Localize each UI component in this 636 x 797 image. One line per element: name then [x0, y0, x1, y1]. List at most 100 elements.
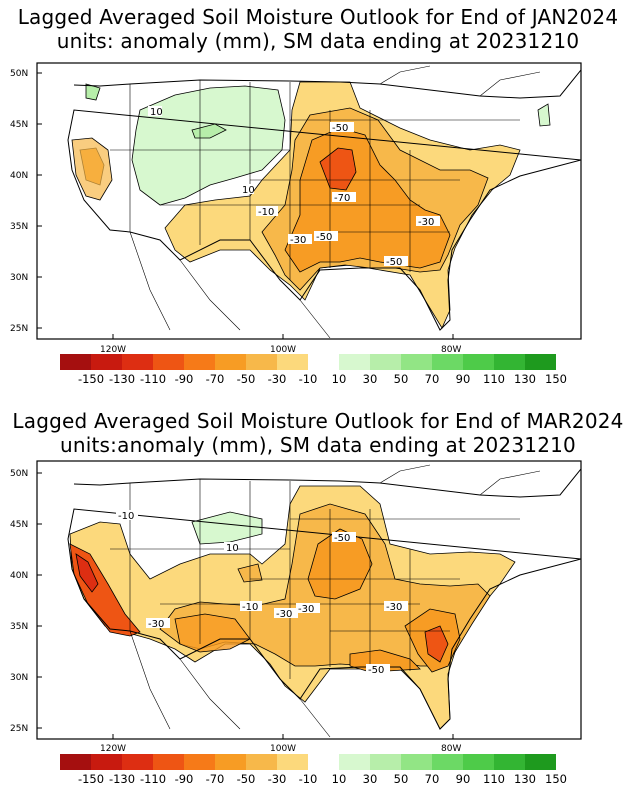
- colorbar-label: 50: [394, 372, 409, 386]
- dry-anomaly-50: [307, 528, 373, 600]
- colorbar-label: 70: [425, 372, 440, 386]
- lat-label: 30N: [10, 673, 28, 683]
- contour-label: -70: [334, 193, 350, 204]
- colorbar-swatch: [277, 354, 308, 370]
- map-title-line1: Lagged Averaged Soil Moisture Outlook fo…: [17, 5, 619, 29]
- lat-label: 25N: [10, 324, 28, 334]
- latitude-labels: 50N 45N 40N 35N 30N 25N: [10, 469, 28, 734]
- colorbar-swatch: [153, 354, 184, 370]
- state-boundaries: [110, 479, 520, 679]
- lat-label: 50N: [10, 69, 28, 79]
- lat-label: 50N: [10, 469, 28, 479]
- colorbar-swatch: [91, 754, 122, 770]
- map-title-line2: units: anomaly (mm), SM data ending at 2…: [56, 29, 580, 53]
- colorbar-swatch: [494, 354, 525, 370]
- lat-label: 45N: [10, 120, 28, 130]
- outlook-panel-mar: Lagged Averaged Soil Moisture Outlook fo…: [0, 404, 636, 797]
- colorbar-swatch: [370, 354, 401, 370]
- map-title-line2: units:anomaly (mm), SM data ending at 20…: [60, 433, 576, 457]
- lon-label: 100W: [270, 744, 296, 754]
- colorbar-label: -130: [109, 772, 135, 786]
- contour-label: -50: [368, 665, 384, 676]
- contour-label: 10: [242, 185, 255, 196]
- contour-label: 10: [226, 543, 239, 554]
- colorbar-swatch: [246, 754, 277, 770]
- lat-label: 40N: [10, 171, 28, 181]
- outlook-panel-jan: Lagged Averaged Soil Moisture Outlook fo…: [10, 5, 619, 386]
- colorbar-label: -110: [140, 772, 166, 786]
- soil-moisture-map-jan: 50N 45N 40N 35N 30N 25N 10 -50 10 -10 -7…: [10, 62, 582, 355]
- contour-label: 10: [150, 107, 163, 118]
- contour-label: -30: [418, 217, 434, 228]
- lat-label: 35N: [10, 622, 28, 632]
- colorbar-label: 130: [514, 372, 536, 386]
- colorbar-label: -130: [109, 372, 135, 386]
- colorbar-label: 30: [363, 372, 378, 386]
- contour-label: -50: [316, 232, 332, 243]
- colorbar-label: -10: [299, 772, 318, 786]
- colorbar-swatch: [432, 354, 463, 370]
- colorbar-label: -150: [78, 772, 104, 786]
- colorbar-label: -50: [237, 772, 256, 786]
- contour-labels: -10 10 -50 -10 -30 -30 -30 -30 -50: [116, 510, 408, 676]
- lat-label: 30N: [10, 273, 28, 283]
- colorbar-label: 30: [363, 772, 378, 786]
- longitude-labels: 120W 100W 80W: [100, 345, 461, 355]
- colorbar-swatch: [525, 754, 556, 770]
- contour-label: -50: [334, 533, 350, 544]
- contour-label: -50: [386, 257, 402, 268]
- colorbar-swatch: [215, 354, 246, 370]
- colorbar-swatch: [184, 354, 215, 370]
- contour-label: -50: [332, 123, 348, 134]
- lon-label: 120W: [100, 345, 126, 355]
- colorbar-swatch: [153, 754, 184, 770]
- contour-label: -10: [258, 207, 274, 218]
- lat-label: 45N: [10, 520, 28, 530]
- lon-label: 100W: [270, 345, 296, 355]
- colorbar-swatch: [401, 754, 432, 770]
- colorbar-label: 50: [394, 772, 409, 786]
- map-frame: [36, 62, 582, 340]
- colorbar-swatch: [184, 754, 215, 770]
- colorbar-label: -30: [268, 772, 287, 786]
- lon-label: 120W: [100, 744, 126, 754]
- colorbar-swatch: [60, 754, 91, 770]
- colorbar-label: -90: [175, 772, 194, 786]
- longitude-labels: 120W 100W 80W: [100, 744, 461, 754]
- colorbar-label: 150: [545, 372, 567, 386]
- colorbar-label: 90: [456, 372, 471, 386]
- contour-label: -30: [386, 602, 402, 613]
- colorbar-label: 150: [545, 772, 567, 786]
- colorbar-label: -90: [175, 372, 194, 386]
- contour-label: -10: [242, 602, 258, 613]
- colorbar-swatch: [277, 754, 308, 770]
- lat-label: 40N: [10, 571, 28, 581]
- colorbar-swatch: [432, 754, 463, 770]
- colorbar-swatch: [463, 354, 494, 370]
- contour-labels: 10 -50 10 -10 -70 -30 -30 -50 -50: [148, 106, 440, 268]
- colorbar-label: 110: [483, 772, 505, 786]
- colorbar-jan: -150 -130 -110 -90 -70 -50 -30 -10 10 30 50 70 90 110…: [60, 354, 567, 386]
- colorbar-label: -110: [140, 372, 166, 386]
- colorbar-label: 90: [456, 772, 471, 786]
- wet-anomaly-west: [131, 85, 286, 206]
- colorbar-swatch: [339, 754, 370, 770]
- colorbar-label: 110: [483, 372, 505, 386]
- colorbar-swatch: [246, 354, 277, 370]
- colorbar-swatch: [401, 354, 432, 370]
- colorbar-label: -10: [299, 372, 318, 386]
- soil-moisture-map-mar: 50N 45N 40N 35N 30N 25N -10 10 -50 -10 -…: [10, 460, 582, 754]
- contour-label: -30: [298, 604, 314, 615]
- colorbar-label: -30: [268, 372, 287, 386]
- colorbar-swatch: [339, 354, 370, 370]
- colorbar-swatch: [463, 754, 494, 770]
- latitude-labels: 50N 45N 40N 35N 30N 25N: [10, 69, 28, 334]
- map-frame: [36, 460, 582, 740]
- colorbar-swatch: [91, 354, 122, 370]
- colorbar-label: 130: [514, 772, 536, 786]
- colorbar-label: -70: [206, 372, 225, 386]
- state-boundaries: [110, 80, 520, 280]
- colorbar-swatch: [60, 354, 91, 370]
- colorbar-swatch: [370, 754, 401, 770]
- colorbar-label: 10: [332, 372, 347, 386]
